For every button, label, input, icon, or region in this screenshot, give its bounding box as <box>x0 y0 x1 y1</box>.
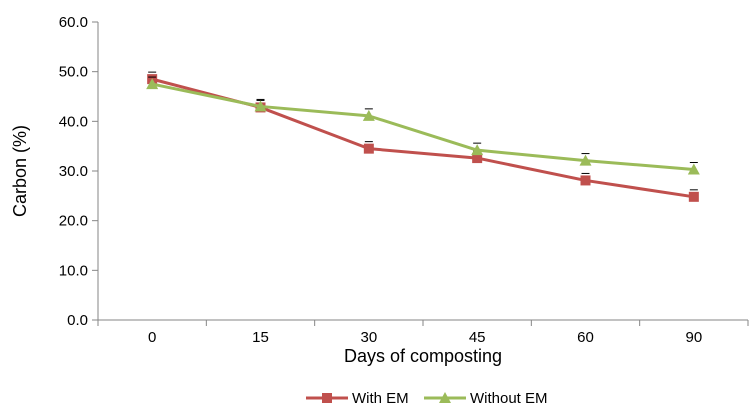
data-point-with-em <box>688 191 699 202</box>
y-axis-title: Carbon (%) <box>10 125 30 217</box>
y-tick-label: 30.0 <box>59 163 88 180</box>
x-tick-label: 15 <box>252 329 269 346</box>
y-tick-label: 40.0 <box>59 113 88 130</box>
x-tick-label: 60 <box>577 329 594 346</box>
series-line-without-em <box>151 82 694 172</box>
series-with-em <box>147 71 699 202</box>
data-point-without-em <box>471 144 484 156</box>
y-tick-label: 50.0 <box>59 64 88 81</box>
y-ticks: 0.0 10.0 20.0 30.0 40.0 50.0 60.0 <box>59 14 98 329</box>
legend-item-with-em: With EM <box>306 390 409 407</box>
data-point-with-em <box>472 153 483 164</box>
legend-label: Without EM <box>470 390 548 407</box>
y-tick-label: 20.0 <box>59 213 88 230</box>
data-point-with-em <box>363 143 374 154</box>
x-ticks: 0 15 30 45 60 90 <box>97 320 749 346</box>
data-point-without-em <box>687 163 700 175</box>
y-tick-label: 60.0 <box>59 14 88 31</box>
series-line-with-em <box>151 77 695 199</box>
legend-marker <box>322 393 332 403</box>
y-tick-label: 10.0 <box>59 262 88 279</box>
data-point-with-em <box>580 175 591 186</box>
series-layer <box>146 71 700 202</box>
x-tick-label: 30 <box>360 329 377 346</box>
legend-item-without-em: Without EM <box>424 390 548 407</box>
y-tick-label: 0.0 <box>67 312 88 329</box>
legend: With EM Without EM <box>306 390 548 407</box>
x-tick-label: 45 <box>469 329 486 346</box>
legend-marker <box>439 392 451 403</box>
data-point-without-em <box>146 78 159 90</box>
y-axis: 0.0 10.0 20.0 30.0 40.0 50.0 60.0 <box>59 14 99 329</box>
x-tick-label: 90 <box>685 329 702 346</box>
x-tick-label: 0 <box>148 329 156 346</box>
data-point-without-em <box>579 154 592 166</box>
x-axis-title: Days of composting <box>344 346 502 366</box>
series-without-em <box>146 76 700 175</box>
data-point-without-em <box>362 109 375 121</box>
legend-label: With EM <box>352 390 409 407</box>
data-point-without-em <box>254 100 267 112</box>
x-axis: 0 15 30 45 60 90 <box>97 319 749 346</box>
